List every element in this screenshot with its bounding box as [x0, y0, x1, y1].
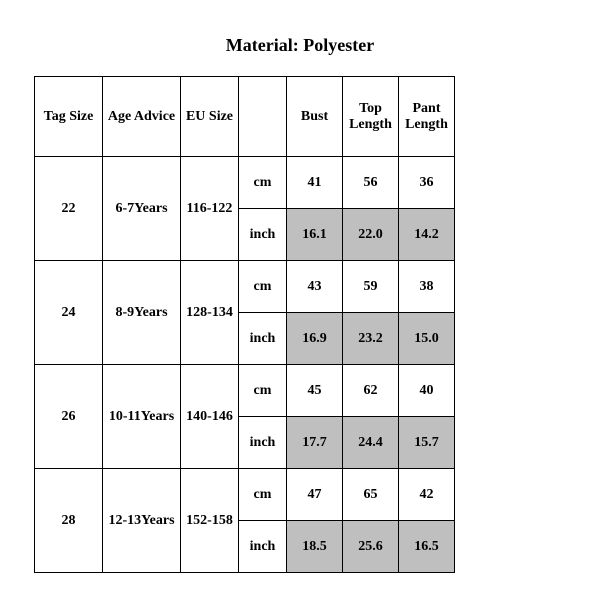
col-unit	[239, 77, 287, 157]
cell-eu: 116-122	[181, 157, 239, 261]
cell-unit-inch: inch	[239, 313, 287, 365]
cell-top-cm: 62	[343, 365, 399, 417]
cell-pant-cm: 38	[399, 261, 455, 313]
col-age-advice: Age Advice	[103, 77, 181, 157]
table-row: 24 8-9Years 128-134 cm 43 59 38	[35, 261, 455, 313]
cell-unit-cm: cm	[239, 261, 287, 313]
cell-bust-cm: 47	[287, 469, 343, 521]
cell-unit-cm: cm	[239, 157, 287, 209]
header-row: Tag Size Age Advice EU Size Bust Top Len…	[35, 77, 455, 157]
cell-pant-inch: 16.5	[399, 521, 455, 573]
cell-top-inch: 23.2	[343, 313, 399, 365]
cell-tag: 26	[35, 365, 103, 469]
col-eu-size: EU Size	[181, 77, 239, 157]
page: Material: Polyester Tag Size Age Advice …	[0, 0, 600, 600]
cell-top-inch: 22.0	[343, 209, 399, 261]
cell-unit-inch: inch	[239, 521, 287, 573]
cell-pant-inch: 14.2	[399, 209, 455, 261]
cell-age: 8-9Years	[103, 261, 181, 365]
cell-unit-inch: inch	[239, 417, 287, 469]
cell-pant-cm: 40	[399, 365, 455, 417]
col-bust: Bust	[287, 77, 343, 157]
col-pant-length: Pant Length	[399, 77, 455, 157]
size-table: Tag Size Age Advice EU Size Bust Top Len…	[34, 76, 455, 573]
table-body: 22 6-7Years 116-122 cm 41 56 36 inch 16.…	[35, 157, 455, 573]
cell-bust-inch: 18.5	[287, 521, 343, 573]
cell-age: 6-7Years	[103, 157, 181, 261]
cell-unit-cm: cm	[239, 365, 287, 417]
cell-pant-cm: 36	[399, 157, 455, 209]
cell-tag: 24	[35, 261, 103, 365]
cell-pant-cm: 42	[399, 469, 455, 521]
cell-age: 10-11Years	[103, 365, 181, 469]
cell-eu: 140-146	[181, 365, 239, 469]
cell-bust-inch: 16.9	[287, 313, 343, 365]
col-tag-size: Tag Size	[35, 77, 103, 157]
cell-top-cm: 56	[343, 157, 399, 209]
cell-bust-cm: 45	[287, 365, 343, 417]
table-row: 26 10-11Years 140-146 cm 45 62 40	[35, 365, 455, 417]
cell-top-cm: 65	[343, 469, 399, 521]
cell-age: 12-13Years	[103, 469, 181, 573]
col-top-length: Top Length	[343, 77, 399, 157]
cell-tag: 22	[35, 157, 103, 261]
cell-bust-inch: 17.7	[287, 417, 343, 469]
cell-bust-cm: 43	[287, 261, 343, 313]
cell-pant-inch: 15.0	[399, 313, 455, 365]
table-row: 22 6-7Years 116-122 cm 41 56 36	[35, 157, 455, 209]
cell-pant-inch: 15.7	[399, 417, 455, 469]
cell-top-cm: 59	[343, 261, 399, 313]
cell-tag: 28	[35, 469, 103, 573]
cell-bust-inch: 16.1	[287, 209, 343, 261]
cell-bust-cm: 41	[287, 157, 343, 209]
page-title: Material: Polyester	[0, 0, 600, 76]
cell-top-inch: 24.4	[343, 417, 399, 469]
cell-unit-cm: cm	[239, 469, 287, 521]
cell-unit-inch: inch	[239, 209, 287, 261]
cell-eu: 152-158	[181, 469, 239, 573]
cell-eu: 128-134	[181, 261, 239, 365]
cell-top-inch: 25.6	[343, 521, 399, 573]
table-row: 28 12-13Years 152-158 cm 47 65 42	[35, 469, 455, 521]
